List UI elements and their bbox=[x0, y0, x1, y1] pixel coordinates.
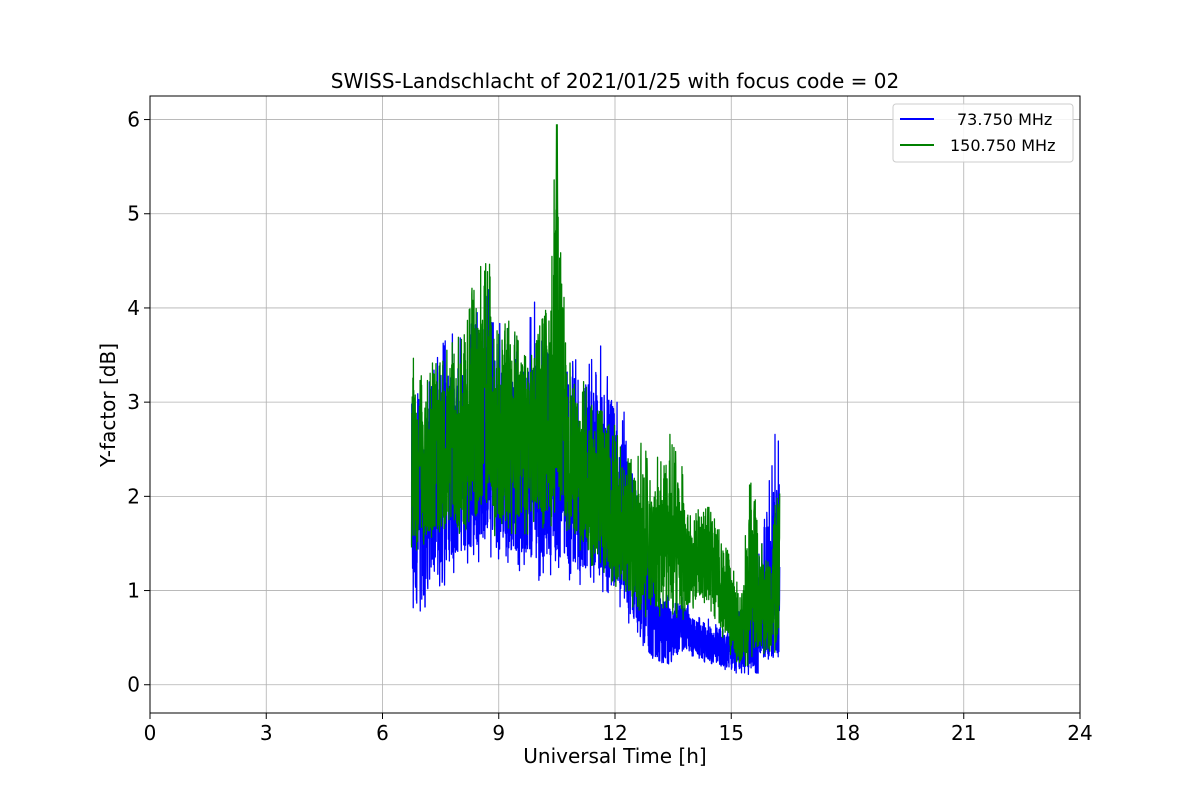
x-tick-label: 12 bbox=[602, 721, 627, 745]
x-tick-label: 9 bbox=[492, 721, 505, 745]
legend: 73.750 MHz 150.750 MHz bbox=[892, 103, 1074, 163]
chart-title: SWISS-Landschlacht of 2021/01/25 with fo… bbox=[331, 69, 899, 93]
x-tick-label: 6 bbox=[376, 721, 389, 745]
y-tick-label: 2 bbox=[127, 484, 140, 508]
y-tick-label: 4 bbox=[127, 296, 140, 320]
series-line-150750 bbox=[410, 179, 781, 667]
x-tick-label: 24 bbox=[1067, 721, 1092, 745]
x-tick-label: 18 bbox=[835, 721, 860, 745]
y-tick-label: 3 bbox=[127, 390, 140, 414]
x-tick-label: 15 bbox=[719, 721, 744, 745]
y-tick-label: 1 bbox=[127, 579, 140, 603]
series-layer bbox=[410, 124, 781, 676]
y-tick-label: 0 bbox=[127, 673, 140, 697]
y-tick-label: 6 bbox=[127, 108, 140, 132]
y-axis-label: Y-factor [dB] bbox=[96, 343, 120, 468]
y-axis: 0 1 2 3 4 5 6 bbox=[127, 108, 150, 697]
x-axis-label: Universal Time [h] bbox=[523, 744, 706, 768]
x-tick-label: 21 bbox=[951, 721, 976, 745]
series-peak bbox=[554, 124, 560, 469]
x-tick-label: 0 bbox=[144, 721, 157, 745]
legend-label-150750: 150.750 MHz bbox=[950, 136, 1055, 155]
x-axis: 0 3 6 9 12 15 18 21 24 bbox=[144, 713, 1093, 745]
legend-box bbox=[892, 103, 1074, 163]
x-tick-label: 3 bbox=[260, 721, 273, 745]
y-tick-label: 5 bbox=[127, 202, 140, 226]
legend-label-73750: 73.750 MHz bbox=[957, 110, 1052, 129]
